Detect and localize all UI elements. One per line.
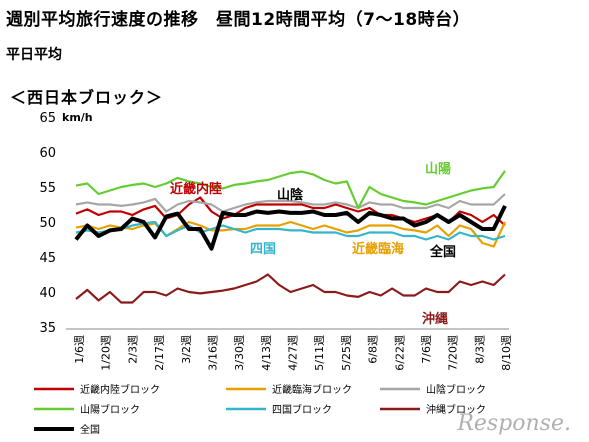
legend-label: 四国ブロック — [272, 403, 332, 416]
series-label: 全国 — [429, 244, 456, 260]
x-tick-label: 5/25週 — [340, 335, 353, 371]
chart-title: 週別平均旅行速度の推移 昼間12時間平均（7～18時台） — [6, 10, 471, 30]
series-line — [75, 220, 506, 248]
legend-label: 全国 — [80, 423, 100, 436]
y-tick-label: 55 — [39, 181, 56, 196]
y-tick-label: 60 — [39, 146, 56, 161]
y-tick-label: 45 — [39, 251, 56, 266]
y-tick-label: 50 — [39, 216, 56, 231]
series-label: 沖縄 — [422, 311, 448, 327]
series-line — [74, 205, 507, 251]
x-tick-label: 4/13週 — [260, 335, 273, 371]
x-tick-label: 2/17週 — [153, 335, 166, 371]
x-tick-label: 8/10週 — [500, 335, 513, 371]
x-tick-label: 6/22週 — [393, 335, 406, 371]
y-tick-label: 35 — [39, 321, 56, 336]
x-tick-label: 3/30週 — [233, 335, 246, 371]
legend-label: 沖縄ブロック — [426, 403, 486, 416]
x-tick-label: 5/11週 — [313, 335, 326, 371]
y-tick-label: 40 — [39, 286, 56, 301]
x-tick-label: 4/27週 — [287, 335, 300, 371]
y-tick-label: 65 — [39, 111, 56, 126]
x-tick-label: 8/3週 — [473, 335, 486, 364]
series-line — [75, 170, 506, 210]
x-tick-label: 7/20週 — [447, 335, 460, 371]
series-label: 四国 — [250, 242, 276, 257]
series-label: 山陽 — [425, 161, 451, 177]
x-tick-label: 6/8週 — [367, 335, 380, 364]
series-line — [75, 193, 506, 213]
x-tick-label: 2/3週 — [126, 335, 139, 364]
y-axis-unit: km/h — [62, 111, 93, 124]
series-label: 近畿内陸 — [170, 181, 222, 197]
response-watermark-logo: Response. — [457, 411, 571, 436]
series-label: 山陰 — [277, 187, 304, 203]
series-label: 近畿臨海 — [352, 241, 404, 257]
series-line — [75, 273, 506, 304]
region-label: ＜西日本ブロック＞ — [10, 88, 164, 107]
legend-label: 近畿内陸ブロック — [80, 383, 160, 396]
legend-label: 山陰ブロック — [426, 383, 486, 396]
chart-subtitle: 平日平均 — [6, 47, 62, 63]
x-tick-label: 3/16週 — [206, 335, 219, 371]
series-line — [75, 220, 506, 241]
legend-label: 山陽ブロック — [80, 403, 140, 416]
x-tick-label: 3/2週 — [180, 335, 193, 364]
x-tick-label: 1/20週 — [100, 335, 113, 371]
x-tick-label: 1/6週 — [73, 335, 86, 364]
legend-label: 近畿臨海ブロック — [272, 383, 352, 396]
x-tick-label: 7/6週 — [420, 335, 433, 364]
